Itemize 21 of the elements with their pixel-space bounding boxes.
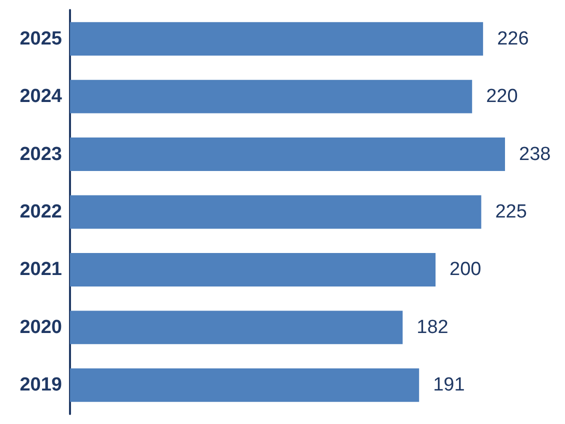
data-label: 226 xyxy=(497,28,529,50)
y-tick-label: 2023 xyxy=(20,144,62,165)
y-tick-label: 2022 xyxy=(20,202,62,222)
y-tick-label: 2025 xyxy=(20,28,62,50)
y-tick-label: 2020 xyxy=(20,316,62,338)
y-tick-label: 2019 xyxy=(20,374,62,396)
bar xyxy=(70,195,482,229)
bar xyxy=(70,138,505,172)
bar xyxy=(70,252,436,286)
data-label: 220 xyxy=(486,86,518,108)
y-tick-label: 2024 xyxy=(20,86,62,108)
data-label: 225 xyxy=(495,202,527,222)
data-label: 191 xyxy=(433,374,465,396)
data-label: 238 xyxy=(519,144,551,165)
y-tick-label: 2021 xyxy=(20,259,62,280)
data-label: 200 xyxy=(450,259,482,280)
data-label: 182 xyxy=(416,316,448,338)
bar xyxy=(70,310,403,344)
bar xyxy=(70,80,472,114)
bar xyxy=(70,22,484,56)
bar xyxy=(70,368,420,402)
